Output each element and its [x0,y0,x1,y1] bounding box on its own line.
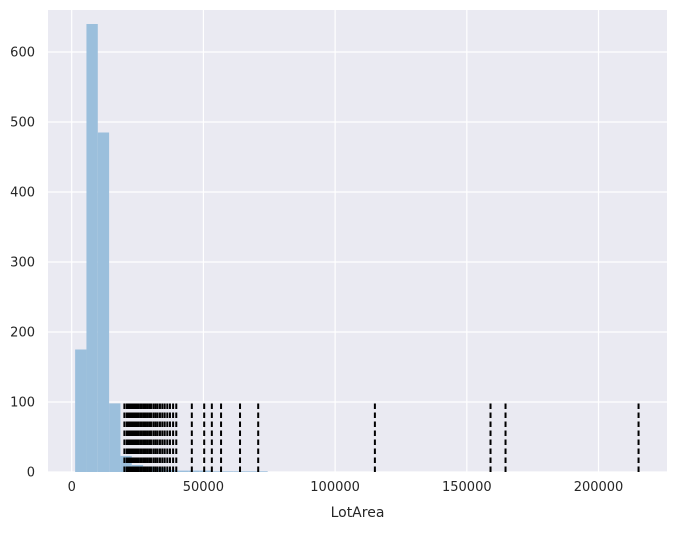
y-tick-label: 300 [10,256,35,271]
y-tick-label: 100 [10,396,35,411]
x-tick-label: 50000 [183,480,224,495]
y-axis-ticks: 0 100 200 300 400 500 600 [10,46,35,481]
x-axis-ticks: 0 50000 100000 150000 200000 [68,480,624,495]
histogram-bar [86,24,98,472]
y-tick-label: 200 [10,326,35,341]
histogram-bar [211,471,223,472]
histogram-bar [199,470,212,472]
x-tick-label: 200000 [574,480,624,495]
histogram-bar [177,470,189,472]
histogram-bar [120,455,132,472]
x-axis-label: LotArea [331,505,385,521]
histogram-bar [75,349,87,472]
dashed-marker-lines [123,402,640,472]
x-tick-label: 100000 [310,480,360,495]
histogram-bar [97,132,110,472]
histogram-bar [109,403,121,472]
y-tick-label: 0 [27,466,35,481]
x-tick-label: 150000 [442,480,492,495]
histogram-bar [222,471,234,472]
histogram-bar [256,471,268,472]
y-tick-label: 600 [10,46,35,61]
histogram-bar [165,469,178,472]
histogram-bar [188,470,200,472]
plot-area [48,10,667,472]
histogram-bar [245,471,257,472]
x-tick-label: 0 [68,480,76,495]
y-tick-label: 400 [10,186,35,201]
y-tick-label: 500 [10,116,35,131]
